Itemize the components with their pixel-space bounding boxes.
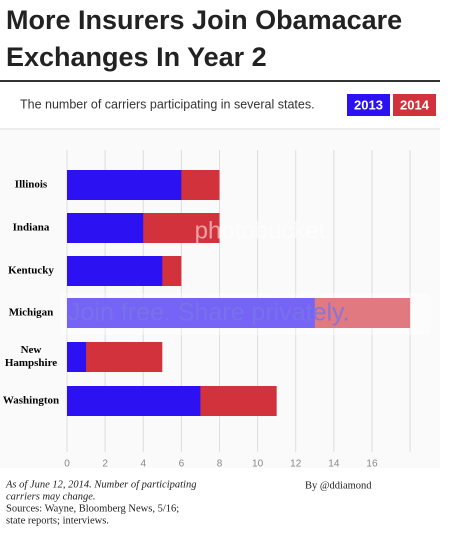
- bar: [67, 213, 144, 243]
- watermark: Join free. Share privately.: [68, 299, 350, 327]
- x-tick-label: 16: [366, 459, 378, 470]
- y-tick-label: Michigan: [8, 306, 54, 319]
- y-tick-label: Kentucky: [8, 264, 54, 277]
- footnote: carriers may change.: [6, 491, 96, 502]
- x-tick-label: 0: [64, 459, 70, 470]
- x-tick-label: 8: [217, 459, 223, 470]
- bar: [67, 170, 182, 200]
- watermark-band: [60, 293, 430, 335]
- x-tick-label: 6: [179, 459, 185, 470]
- x-tick-label: 14: [328, 459, 340, 470]
- x-tick-label: 2: [102, 459, 108, 470]
- x-tick-label: 12: [290, 459, 302, 470]
- bar: [67, 256, 163, 286]
- legend-swatch: [393, 94, 436, 116]
- watermark: photobucket: [195, 217, 326, 244]
- x-tick-label: 10: [252, 459, 264, 470]
- y-tick-label: New Hampshire: [4, 344, 58, 369]
- bar: [67, 342, 87, 372]
- byline: By @ddiamond: [305, 480, 372, 491]
- chart-title: More Insurers Join Obamacare: [6, 5, 402, 35]
- y-tick-label: Indiana: [12, 221, 50, 234]
- y-tick-label: Washington: [2, 394, 60, 407]
- legend-label: 2013: [354, 97, 383, 112]
- chart-title: Exchanges In Year 2: [6, 42, 267, 72]
- subtitle: The number of carriers participating in …: [20, 97, 315, 111]
- footnote: As of June 12, 2014. Number of participa…: [5, 479, 196, 490]
- footnote: state reports; interviews.: [6, 515, 109, 526]
- x-tick-label: 4: [140, 459, 146, 470]
- legend-label: 2014: [400, 97, 430, 112]
- y-tick-label: Illinois: [14, 178, 48, 191]
- legend-swatch: [347, 94, 390, 116]
- bar: [67, 386, 201, 416]
- footnote: Sources: Wayne, Bloomberg News, 5/16;: [6, 503, 179, 514]
- bar: [67, 298, 315, 328]
